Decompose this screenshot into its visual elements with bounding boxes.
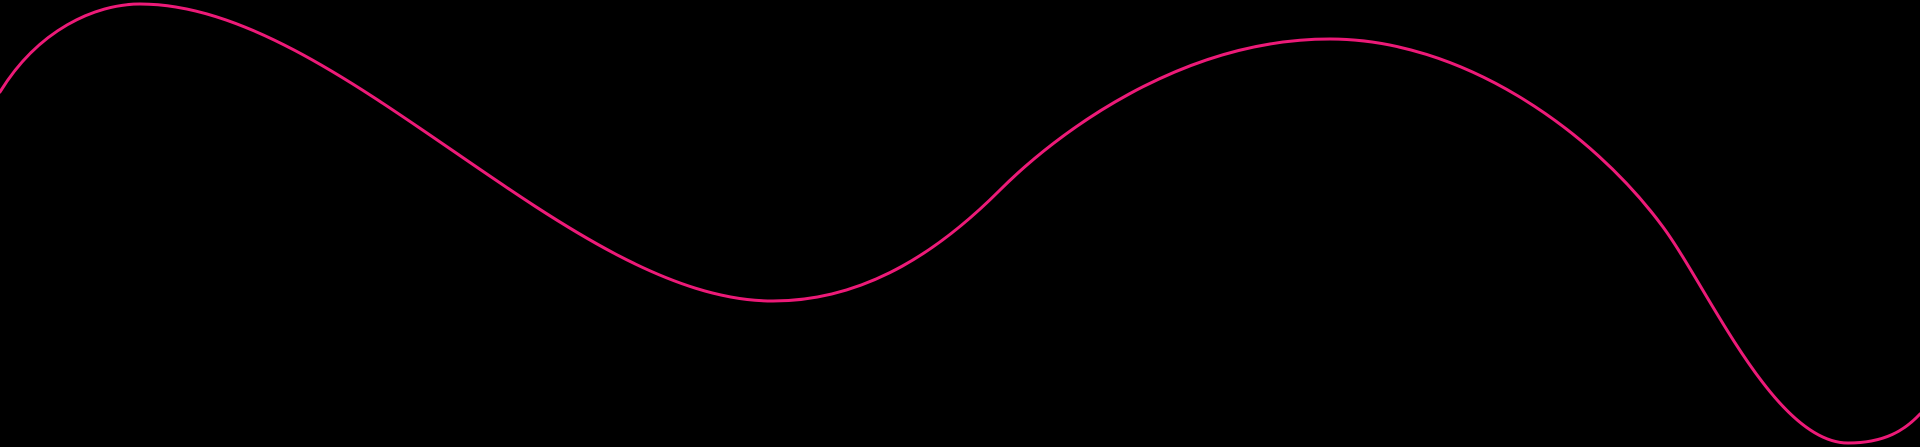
canvas-background: [0, 0, 1920, 447]
background-rect: [0, 0, 1920, 447]
wave-curve-path: [0, 2, 1920, 445]
wave-curve-graphic: [0, 0, 1920, 447]
